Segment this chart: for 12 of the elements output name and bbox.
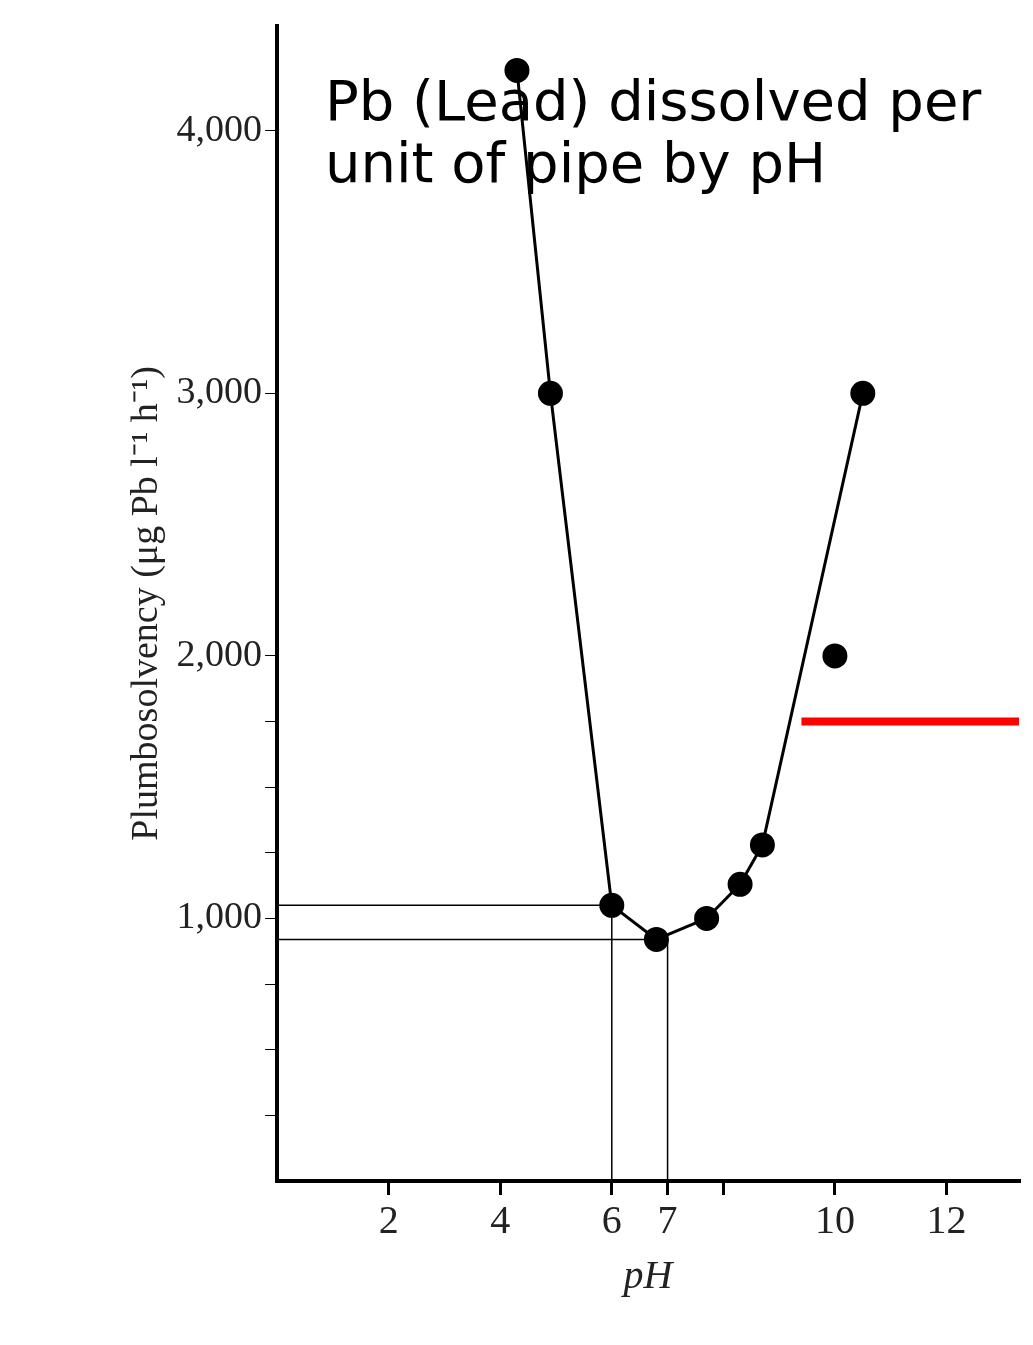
x-tick-label: 10	[814, 1196, 855, 1242]
y-tick-label: 1,000	[176, 894, 263, 937]
y-tick-label: 2,000	[176, 631, 263, 674]
x-tick-label: 4	[490, 1196, 511, 1242]
y-axis-title: Plumbosolvency (μg Pb l⁻¹ h⁻¹)	[122, 366, 166, 841]
x-axis-title: pH	[620, 1251, 675, 1297]
y-tick-label: 4,000	[176, 106, 263, 149]
y-tick-label: 3,000	[176, 369, 263, 412]
x-tick-label: 2	[378, 1196, 399, 1242]
x-tick-label: 12	[926, 1196, 967, 1242]
x-tick-label: 6	[601, 1196, 622, 1242]
x-tick-label: 7	[657, 1196, 678, 1242]
